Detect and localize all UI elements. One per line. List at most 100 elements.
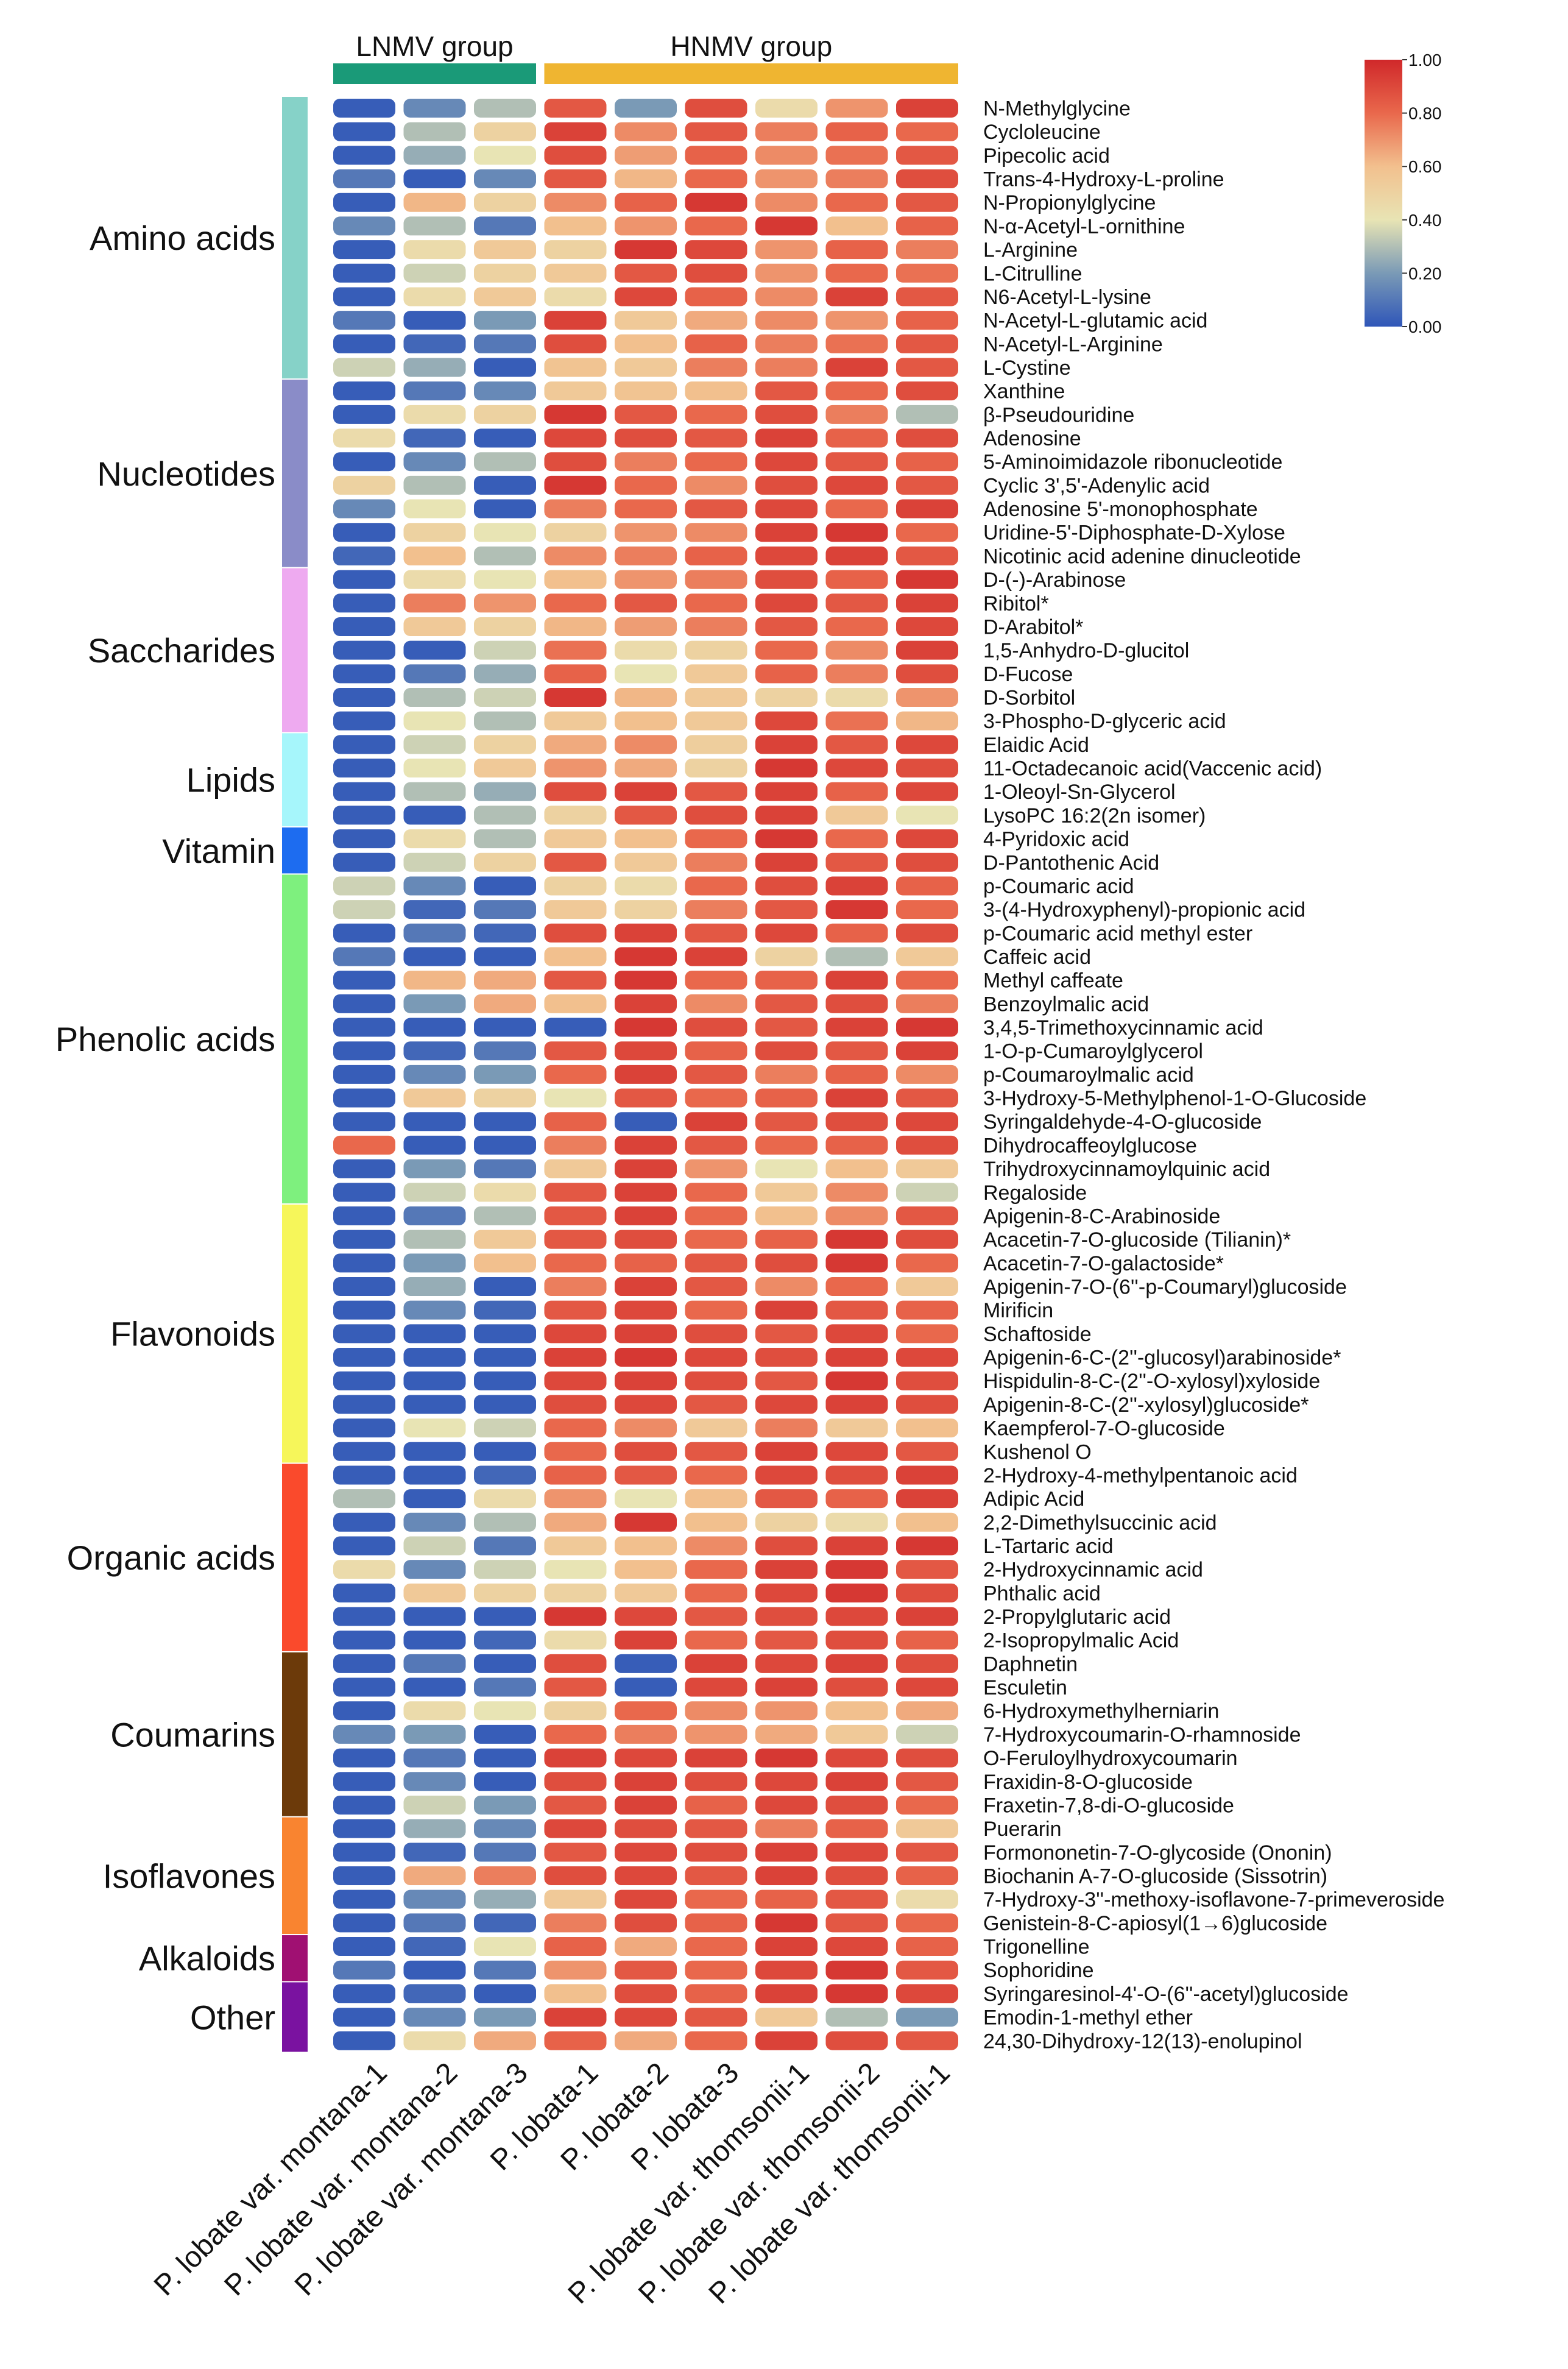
heatmap-cell xyxy=(333,1984,395,2003)
heatmap-cell xyxy=(474,1206,536,1225)
heatmap-cell xyxy=(685,994,747,1013)
row-label: Adenosine 5'-monophosphate xyxy=(983,498,1258,521)
heatmap-cell xyxy=(333,358,395,377)
row-label: 3-Phospho-D-glyceric acid xyxy=(983,710,1226,733)
heatmap-cell xyxy=(333,1560,395,1579)
heatmap-cell xyxy=(544,735,607,754)
heatmap-cell xyxy=(474,829,536,849)
heatmap-cell xyxy=(615,1183,677,1202)
heatmap-cell xyxy=(755,428,818,448)
row-category-bar xyxy=(282,1204,308,1463)
heatmap-cell xyxy=(685,1041,747,1061)
row-label: 1-O-p-Cumaroylglycerol xyxy=(983,1040,1203,1063)
heatmap-cell xyxy=(896,829,958,849)
heatmap-cell xyxy=(403,1277,466,1296)
heatmap-cell xyxy=(615,169,677,189)
heatmap-cell xyxy=(896,1984,958,2003)
heatmap-cell xyxy=(544,640,607,660)
heatmap-cell xyxy=(896,1442,958,1461)
heatmap-cell xyxy=(755,405,818,424)
heatmap-cell xyxy=(474,1607,536,1626)
heatmap-cell xyxy=(403,1324,466,1344)
heatmap-cell xyxy=(685,1654,747,1673)
heatmap-cell xyxy=(825,1960,888,1980)
heatmap-cell xyxy=(474,688,536,707)
heatmap-cell xyxy=(755,1512,818,1532)
heatmap-cell xyxy=(333,640,395,660)
row-label: 7-Hydroxy-3''-methoxy-isoflavone-7-prime… xyxy=(983,1888,1444,1911)
heatmap-cell xyxy=(615,1135,677,1155)
row-label: D-Pantothenic Acid xyxy=(983,851,1159,874)
heatmap-cell xyxy=(403,1371,466,1390)
row-label: Nicotinic acid adenine dinucleotide xyxy=(983,545,1301,568)
heatmap-cell xyxy=(333,617,395,636)
heatmap-cell xyxy=(825,2008,888,2027)
heatmap-cell xyxy=(474,287,536,306)
heatmap-cell xyxy=(615,971,677,990)
heatmap-cell xyxy=(615,381,677,401)
heatmap-cell xyxy=(333,829,395,849)
heatmap-cell xyxy=(333,1724,395,1744)
heatmap-cell xyxy=(896,1489,958,1509)
heatmap-cell xyxy=(333,1913,395,1933)
heatmap-cell xyxy=(685,263,747,283)
heatmap-cell xyxy=(755,381,818,401)
heatmap-cell xyxy=(544,1748,607,1768)
heatmap-cell xyxy=(333,263,395,283)
heatmap-cell xyxy=(825,499,888,519)
heatmap-cell xyxy=(615,1795,677,1815)
heatmap-cell xyxy=(474,1018,536,1037)
heatmap-cell xyxy=(474,1960,536,1980)
heatmap-cell xyxy=(825,688,888,707)
heatmap-cell xyxy=(474,1230,536,1249)
heatmap-cell xyxy=(333,1348,395,1367)
heatmap-cell xyxy=(896,381,958,401)
heatmap-cell xyxy=(896,146,958,165)
heatmap-cell xyxy=(825,1654,888,1673)
row-label: 3-(4-Hydroxyphenyl)-propionic acid xyxy=(983,899,1305,922)
heatmap-cell xyxy=(615,1607,677,1626)
heatmap-cell xyxy=(403,1536,466,1556)
heatmap-cell xyxy=(896,1512,958,1532)
heatmap-cell xyxy=(403,688,466,707)
heatmap-cell xyxy=(333,1418,395,1438)
heatmap-cell xyxy=(685,947,747,966)
heatmap-cell xyxy=(615,1395,677,1414)
heatmap-cell xyxy=(896,169,958,189)
heatmap-cell xyxy=(685,900,747,919)
heatmap-cell xyxy=(403,617,466,636)
heatmap-cell xyxy=(544,169,607,189)
row-category-label: Isoflavones xyxy=(103,1857,275,1895)
row-label: Mirificin xyxy=(983,1299,1053,1322)
heatmap-cell xyxy=(474,381,536,401)
heatmap-cell xyxy=(685,688,747,707)
row-label: Adipic Acid xyxy=(983,1488,1084,1511)
heatmap-cell xyxy=(685,570,747,589)
heatmap-cell xyxy=(403,405,466,424)
heatmap-cell xyxy=(403,452,466,472)
colorbar-tick-label: 0.80 xyxy=(1408,104,1442,123)
heatmap-cell xyxy=(615,334,677,353)
heatmap-cell xyxy=(896,2031,958,2050)
heatmap-cell xyxy=(755,688,818,707)
row-label: Puerarin xyxy=(983,1818,1062,1841)
heatmap-cell xyxy=(896,947,958,966)
heatmap-cell xyxy=(825,193,888,212)
heatmap-cell xyxy=(474,1418,536,1438)
row-category-label: Flavonoids xyxy=(110,1315,275,1353)
heatmap-cell xyxy=(825,1866,888,1885)
row-label: Esculetin xyxy=(983,1676,1067,1699)
heatmap-cell xyxy=(333,735,395,754)
heatmap-cell xyxy=(825,617,888,636)
heatmap-cell xyxy=(685,287,747,306)
heatmap-cell xyxy=(333,1371,395,1390)
heatmap-cell xyxy=(474,1064,536,1084)
row-category-label: Organic acids xyxy=(67,1539,275,1577)
heatmap-cell xyxy=(755,475,818,495)
heatmap-cell xyxy=(685,1795,747,1815)
heatmap-cell xyxy=(403,216,466,236)
heatmap-cell xyxy=(403,1112,466,1131)
heatmap-cell xyxy=(474,1654,536,1673)
heatmap-cell xyxy=(544,1536,607,1556)
heatmap-cell xyxy=(544,475,607,495)
